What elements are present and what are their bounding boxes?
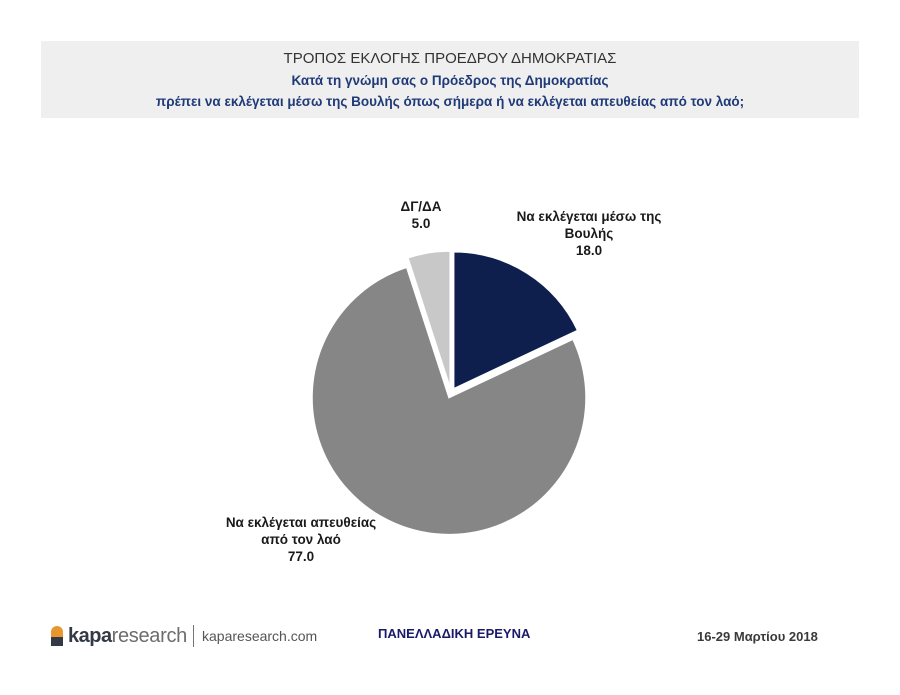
- pie-slice-dk: [406, 250, 451, 389]
- survey-label: ΠΑΝΕΛΛΑΔΙΚΗ ΕΡΕΥΝΑ: [378, 626, 531, 641]
- logo-word-research: research: [111, 624, 188, 647]
- slice-label-parliament: Να εκλέγεται μέσω της Βουλής 18.0: [508, 208, 670, 259]
- slice-label-dk: ΔΓ/ΔΑ 5.0: [390, 198, 452, 232]
- slice-label-people-line2: από τον λαό: [261, 532, 341, 547]
- slice-label-dk-line1: ΔΓ/ΔΑ: [400, 199, 442, 214]
- slice-label-parliament-line1: Να εκλέγεται μέσω της: [516, 209, 662, 224]
- slice-value-people: 77.0: [287, 549, 315, 564]
- kapa-research-logo: kapa research kaparesearch.com: [50, 624, 317, 648]
- chart-title: ΤΡΟΠΟΣ ΕΚΛΟΓΗΣ ΠΡΟΕΔΡΟΥ ΔΗΜΟΚΡΑΤΙΑΣ: [283, 50, 617, 67]
- pie-slice-parliament: [452, 251, 579, 390]
- question-line-2: πρέπει να εκλέγεται μέσω της Βουλής όπως…: [155, 94, 745, 109]
- logo-mark-icon: [51, 626, 63, 646]
- pie-slice-people: [311, 266, 587, 536]
- survey-date: 16-29 Μαρτίου 2018: [697, 629, 818, 644]
- slice-value-parliament: 18.0: [575, 243, 603, 258]
- chart-header: ΤΡΟΠΟΣ ΕΚΛΟΓΗΣ ΠΡΟΕΔΡΟΥ ΔΗΜΟΚΡΑΤΙΑΣ Κατά…: [41, 41, 859, 118]
- slice-label-parliament-line2: Βουλής: [564, 226, 614, 241]
- slice-label-people: Να εκλέγεται απευθείας από τον λαό 77.0: [213, 514, 389, 565]
- slice-label-people-line1: Να εκλέγεται απευθείας: [225, 515, 377, 530]
- website-link[interactable]: kaparesearch.com: [202, 628, 318, 644]
- logo-separator: [193, 625, 195, 647]
- question-line-1: Κατά τη γνώμη σας ο Πρόεδρος της Δημοκρα…: [291, 73, 609, 88]
- logo-word-kapa: kapa: [68, 624, 112, 647]
- slice-value-dk: 5.0: [411, 216, 431, 231]
